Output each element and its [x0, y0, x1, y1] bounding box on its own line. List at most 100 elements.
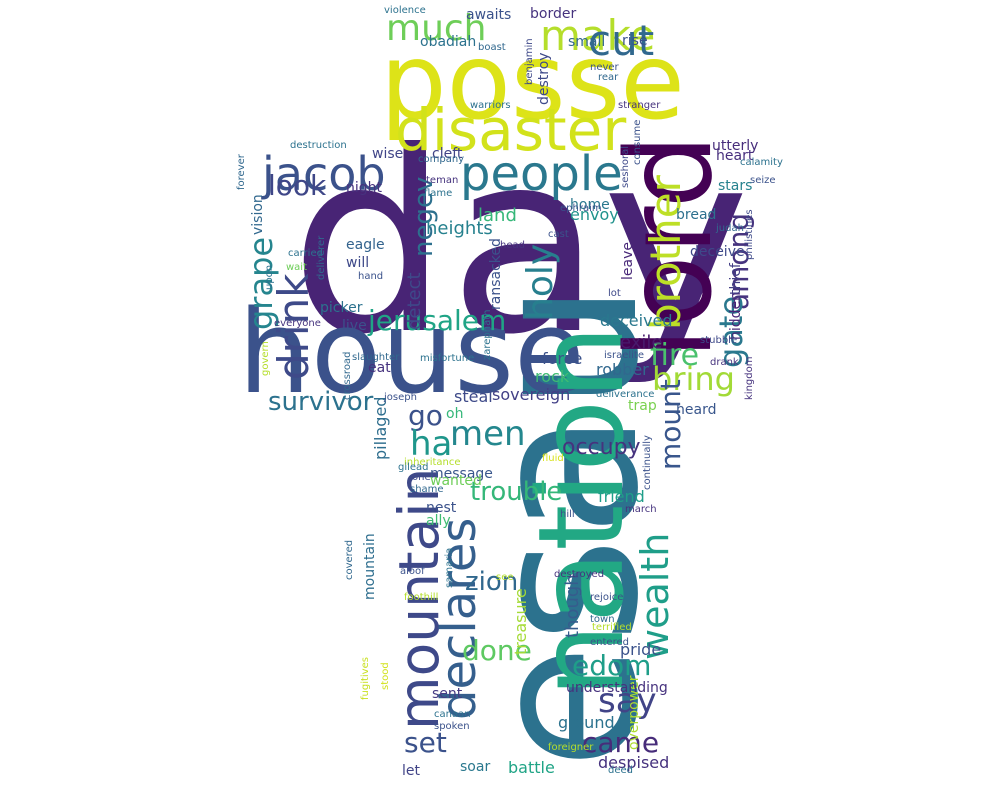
word-will: will: [346, 255, 369, 271]
word-joseph: joseph: [383, 392, 417, 403]
word-though: though: [562, 574, 583, 638]
word-occupy: occupy: [562, 435, 641, 460]
word-inheritance: inheritance: [404, 457, 461, 468]
word-posse: posse: [380, 21, 685, 143]
word-stars: stars: [718, 178, 752, 194]
word-trap: trap: [628, 398, 657, 414]
word-cleft: cleft: [432, 146, 463, 162]
word-flame: flame: [424, 188, 452, 199]
word-israelite: israelite: [604, 350, 644, 361]
word-destroy: destroy: [536, 52, 552, 105]
word-hand: hand: [358, 271, 383, 282]
word-men: men: [450, 414, 526, 454]
word-stood: stood: [380, 662, 391, 690]
word-wealth: wealth: [633, 533, 677, 660]
word-foothill: foothill: [404, 592, 438, 603]
word-detect: detect: [404, 272, 425, 330]
word-hill: hill: [560, 509, 575, 520]
word-land: land: [478, 205, 517, 226]
word-entered: entered: [590, 637, 629, 648]
word-see: see: [496, 572, 514, 583]
word-border: border: [530, 6, 576, 22]
word-eagle: eagle: [346, 237, 385, 253]
word-disaster: disaster: [395, 96, 626, 164]
word-company: company: [418, 154, 464, 165]
word-small: small: [568, 34, 605, 50]
word-fire: fire: [650, 338, 699, 373]
word-heights: heights: [426, 218, 493, 239]
word-ally: ally: [426, 513, 451, 529]
word-leave: leave: [620, 242, 636, 280]
word-set: set: [404, 726, 447, 759]
word-head: head: [500, 240, 525, 251]
word-terrified: terrified: [592, 622, 632, 633]
word-deceive: deceive: [690, 244, 745, 260]
word-judah: judah: [715, 223, 744, 234]
word-seshoral: seshoral: [620, 146, 631, 188]
word-heart: heart: [716, 148, 754, 164]
word-crossroad: crossroad: [342, 352, 353, 400]
word-foreigner: foreigner: [548, 742, 594, 753]
word-destruction: destruction: [290, 140, 347, 151]
word-drank: drank: [710, 357, 739, 368]
word-force: force: [542, 349, 582, 368]
word-continually: continually: [642, 435, 653, 490]
word-town: town: [590, 614, 615, 625]
word-fugitives: fugitives: [360, 657, 371, 700]
word-destroyed: destroyed: [554, 569, 604, 580]
word-mount: mount: [654, 379, 687, 470]
word-philistines: philistines: [744, 209, 755, 260]
word-slaughter: slaughter: [352, 352, 400, 363]
word-friend: friend: [598, 487, 645, 506]
word-gilead: gilead: [398, 462, 429, 473]
word-shame: shame: [410, 484, 444, 495]
word-nation: nation: [512, 325, 650, 698]
word-spoken: spoken: [434, 721, 470, 732]
word-home: home: [570, 197, 610, 213]
word-grape: grape: [242, 237, 280, 330]
word-jerusalem: jerusalem: [367, 304, 506, 337]
word-house: house: [238, 286, 585, 420]
word-deliverance: deliverance: [596, 389, 654, 400]
word-misfortune: misfortune: [420, 353, 474, 364]
word-warriors: warriors: [470, 100, 511, 111]
word-stranger: stranger: [618, 100, 661, 111]
word-much: much: [386, 8, 487, 49]
word-lot: lot: [608, 288, 621, 299]
word-deceived: deceived: [600, 311, 673, 330]
word-fluid: fluid: [542, 453, 564, 464]
word-wanted: wanted: [430, 473, 482, 489]
word-utterly: utterly: [712, 138, 758, 154]
word-declares: declares: [431, 518, 487, 720]
word-boast: boast: [478, 42, 506, 53]
word-nest: nest: [426, 500, 457, 516]
word-oh: oh: [446, 406, 463, 422]
word-message: message: [430, 466, 493, 482]
word-zion: zion: [465, 567, 518, 597]
word-night: night: [346, 180, 383, 196]
word-eat: eat: [368, 360, 391, 376]
word-wait: wait: [286, 262, 307, 273]
word-teman: teman: [426, 175, 458, 186]
word-lord: lord: [600, 134, 738, 360]
word-picker: picker: [320, 300, 363, 316]
word-holy: holy: [520, 244, 561, 320]
word-samaria: samaria: [444, 548, 455, 588]
word-esau: esau: [446, 282, 684, 770]
word-covered: covered: [344, 540, 355, 580]
word-violence: violence: [384, 5, 426, 16]
word-gate: gate: [712, 296, 750, 368]
word-hidden: hidden: [728, 292, 744, 340]
word-govern: govern: [260, 341, 271, 376]
word-deliverer: deliverer: [316, 235, 327, 280]
word-envoy: envoy: [570, 205, 619, 224]
word-aloof: aloof: [400, 566, 425, 577]
word-everyone: everyone: [274, 318, 321, 329]
word-march: march: [625, 504, 657, 515]
word-among: among: [722, 213, 755, 310]
word-jacob: jacob: [261, 147, 386, 201]
word-negev: negev: [409, 177, 439, 257]
word-one: one: [412, 472, 431, 483]
word-benjamin: benjamin: [524, 38, 535, 85]
